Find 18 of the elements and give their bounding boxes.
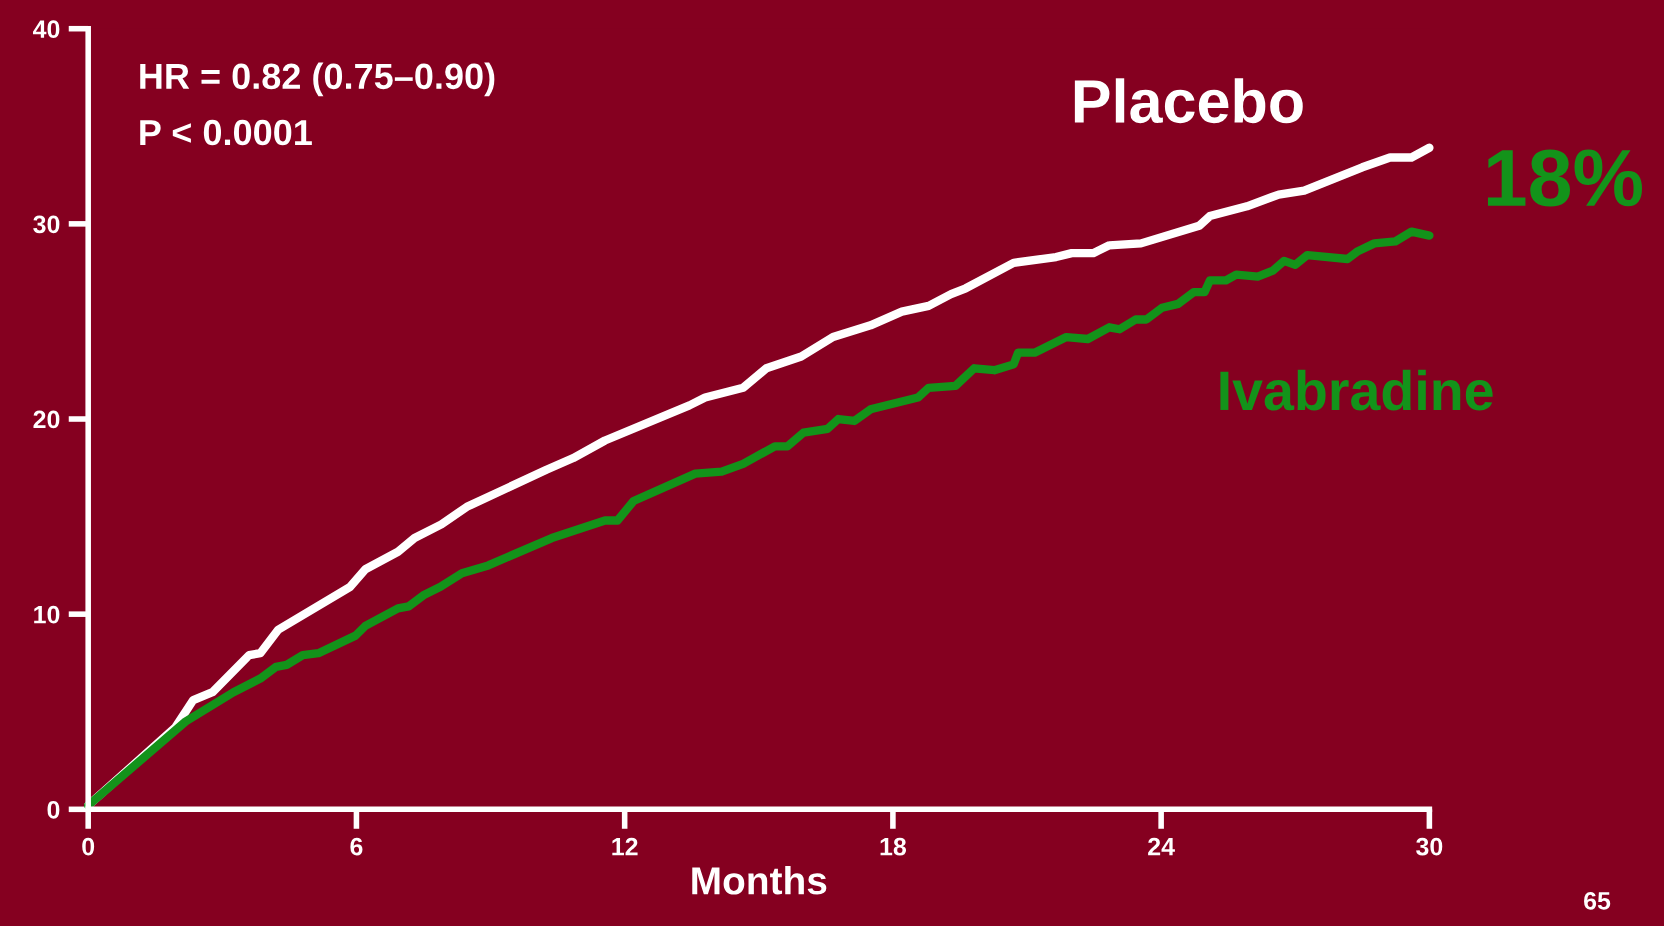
series-label: Placebo (1074, 78, 1303, 124)
y-tick-label: 20 (33, 410, 60, 429)
x-tick-label: 18 (880, 837, 907, 856)
text: 65 (1584, 892, 1611, 910)
annotation: P < 0.0001 (140, 119, 312, 146)
series-label: Ivabradine (1220, 369, 1493, 411)
y-tick-label: 10 (34, 605, 60, 624)
y-tick-label: 0 (47, 800, 60, 819)
text: 18% (1487, 149, 1642, 207)
x-axis-title: Months (692, 865, 827, 895)
x-tick-label: 12 (612, 837, 638, 856)
x-tick-label: 30 (1416, 837, 1443, 856)
y-tick-label: 30 (33, 215, 60, 234)
x-tick-label: 24 (1148, 837, 1175, 856)
x-tick-label: 0 (82, 837, 95, 856)
x-tick-label: 6 (350, 837, 363, 856)
annotation: HR = 0.82 (0.75–0.90) (140, 62, 495, 97)
y-tick-label: 40 (32, 20, 60, 39)
